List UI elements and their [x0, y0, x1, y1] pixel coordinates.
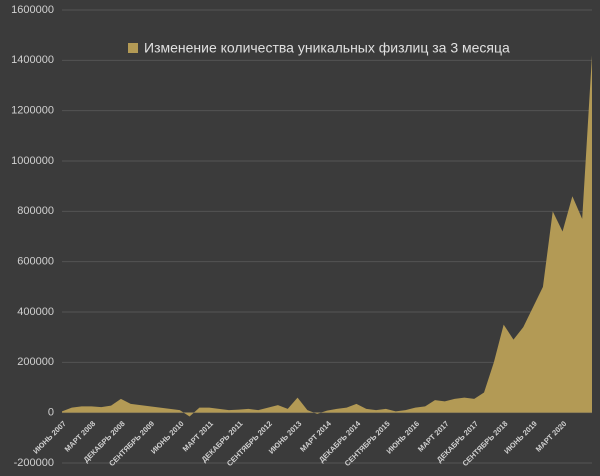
y-tick-label: 0	[48, 407, 54, 419]
legend-label: Изменение количества уникальных физлиц з…	[144, 40, 510, 56]
y-tick-label: 1600000	[11, 4, 54, 16]
y-tick-label: 1400000	[11, 54, 54, 66]
y-tick-label: 400000	[17, 306, 54, 318]
y-tick-label: 200000	[17, 356, 54, 368]
y-tick-label: -200000	[14, 457, 54, 469]
y-tick-label: 600000	[17, 256, 54, 268]
y-tick-label: 800000	[17, 205, 54, 217]
area	[62, 55, 592, 417]
legend-swatch	[128, 43, 138, 53]
y-tick-label: 1200000	[11, 105, 54, 117]
y-tick-label: 1000000	[11, 155, 54, 167]
